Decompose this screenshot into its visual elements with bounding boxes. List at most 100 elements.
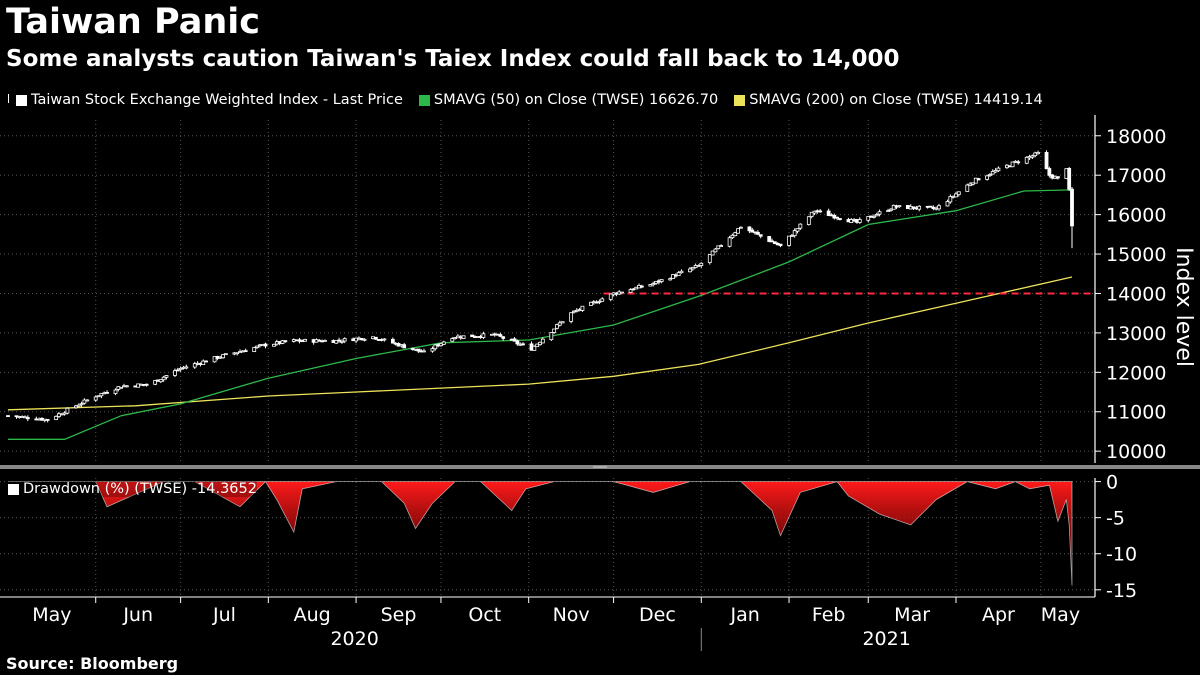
candle-body [54, 415, 59, 420]
candle-body [1050, 174, 1055, 179]
candle-body [707, 254, 712, 264]
y-tick-label: 11000 [1106, 402, 1166, 424]
candle-body [758, 234, 763, 237]
y-tick-label: -5 [1106, 508, 1125, 530]
candle-body [838, 218, 842, 220]
candle-body [971, 182, 975, 185]
candle-body [243, 350, 248, 353]
legend-label-price: Taiwan Stock Exchange Weighted Index - L… [31, 92, 403, 108]
candle-body [1033, 152, 1038, 156]
drawdown-path [8, 480, 1073, 586]
candle-body [1070, 194, 1074, 219]
x-month-label: Jun [122, 604, 153, 626]
candle-body [973, 177, 978, 184]
candle-body [671, 274, 675, 279]
candle-body [192, 363, 197, 368]
candle-body [996, 167, 1001, 172]
candle-body [390, 338, 395, 344]
candle-body [96, 395, 101, 398]
y-tick-label: -15 [1106, 580, 1137, 602]
candle-body [736, 228, 740, 234]
candle-body [549, 332, 554, 341]
x-month-label: Mar [894, 604, 930, 626]
candle-body [990, 171, 995, 175]
candle-body [795, 228, 800, 232]
y-tick-label: 16000 [1106, 205, 1166, 227]
candle-body [730, 234, 735, 239]
legend-item-price: Taiwan Stock Exchange Weighted Index - L… [8, 92, 403, 108]
candle-body [668, 278, 673, 281]
candle-body [235, 352, 240, 355]
candle-body [552, 328, 557, 333]
y-tick-label: 14000 [1106, 283, 1166, 305]
source-note: Source: Bloomberg [6, 654, 179, 673]
candle-body [535, 343, 540, 348]
candle-body [688, 268, 692, 273]
candle-body [416, 348, 421, 352]
candle-body [340, 340, 344, 343]
candle-body [679, 270, 684, 274]
legend-label-drawdown: Drawdown (%) (TWSE) -14.3652 [23, 481, 257, 497]
candle-body [1055, 176, 1060, 179]
candle-body [557, 322, 562, 326]
candle-body [450, 338, 455, 342]
candle-body [872, 215, 876, 218]
candle-body [76, 404, 81, 407]
candle-body [6, 415, 10, 417]
candle-body [897, 205, 902, 208]
x-month-label: Aug [294, 604, 331, 626]
candle-body [119, 386, 124, 389]
candle-body [354, 337, 358, 342]
x-year-label: 2021 [862, 628, 910, 650]
candle-body [441, 341, 446, 345]
candle-body [538, 341, 542, 346]
candle-body [433, 344, 438, 350]
candlestick-icon [8, 93, 14, 103]
candle-body [323, 340, 327, 342]
candle-body [178, 367, 183, 371]
candle-body [628, 289, 633, 293]
x-month-label: Apr [982, 604, 1015, 626]
candle-body [74, 405, 78, 409]
candle-body [968, 183, 973, 186]
index-gridlines [0, 120, 1095, 463]
candle-body [1010, 161, 1015, 168]
candle-body [99, 393, 104, 397]
sma50-line [8, 189, 1073, 440]
legend-swatch-sma50 [418, 94, 430, 106]
candle-body [1047, 168, 1052, 176]
y-axis-label: Index level [1171, 247, 1196, 367]
candle-body [263, 343, 268, 347]
candle-body [937, 205, 941, 210]
candle-body [866, 216, 871, 221]
candle-body [204, 360, 208, 363]
candle-body [789, 235, 794, 238]
candle-body [382, 338, 387, 341]
candle-body [888, 208, 893, 211]
candle-body [252, 347, 257, 352]
y-tick-label: 18000 [1106, 126, 1166, 148]
candle-body [597, 300, 602, 303]
x-month-label: Sep [381, 604, 417, 626]
candle-body [1016, 161, 1021, 164]
drawdown-area [8, 480, 1073, 586]
candle-body [93, 396, 98, 401]
candle-body [255, 345, 259, 348]
candle-body [555, 324, 559, 329]
candle-body [532, 345, 537, 351]
candle-body [857, 219, 862, 223]
y-tick-label: 0 [1106, 472, 1118, 494]
candle-body [886, 210, 890, 213]
candle-body [521, 343, 525, 346]
x-month-label: Nov [553, 604, 590, 626]
candle-body [153, 380, 158, 385]
candle-body [589, 301, 593, 306]
candle-body [82, 399, 87, 404]
legend-item-sma50: SMAVG (50) on Close (TWSE) 16626.70 [418, 92, 718, 108]
index-axis-ticks: 10000 11000 12000 13000 14000 15000 16000 17000… [1095, 126, 1166, 463]
candle-body [631, 288, 636, 291]
candle-body [639, 285, 644, 288]
x-month-label: Dec [639, 604, 676, 626]
candle-body [580, 305, 585, 311]
candle-body [184, 366, 189, 369]
